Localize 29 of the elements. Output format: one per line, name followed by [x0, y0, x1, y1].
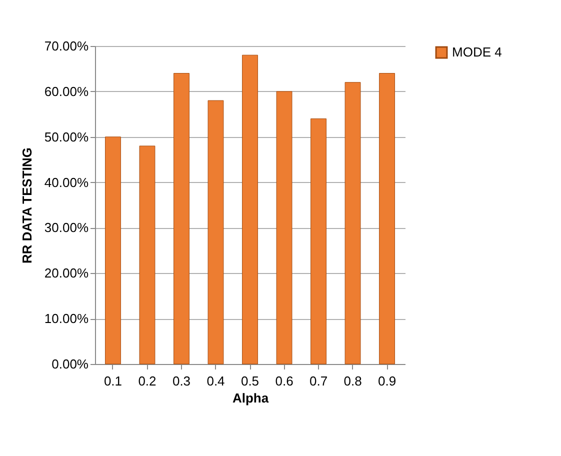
y-tick-label: 10.00%: [44, 311, 89, 326]
bar: [208, 100, 224, 364]
bar: [344, 82, 361, 364]
bar: [105, 136, 121, 364]
y-tick-label: 40.00%: [44, 174, 89, 190]
y-tick-label: 0.00%: [52, 356, 89, 372]
bar: [139, 146, 156, 364]
bar: [379, 73, 395, 364]
x-tick-label: 0.1: [104, 374, 122, 388]
x-tick-label: 0.6: [275, 374, 294, 388]
y-tick-label: 60.00%: [44, 84, 89, 99]
x-tick-label: 0.3: [172, 374, 191, 388]
y-axis-title: RR DATA TESTING: [19, 147, 34, 264]
legend-label: MODE 4: [452, 44, 502, 60]
x-tick-label: 0.8: [344, 374, 362, 388]
y-tick-label: 50.00%: [44, 129, 89, 144]
x-tick-label: 0.4: [206, 374, 225, 388]
bar: [174, 73, 190, 364]
x-tick-label: 0.7: [309, 374, 328, 388]
x-axis-title: Alpha: [232, 390, 270, 406]
x-tick-label: 0.2: [138, 374, 156, 388]
x-tick-label: 0.5: [240, 374, 260, 388]
y-tick-label: 70.00%: [44, 38, 89, 54]
bar: [310, 118, 326, 364]
bar: [242, 54, 258, 364]
y-tick-label: 20.00%: [44, 266, 89, 281]
x-tick-label: 0.9: [378, 374, 396, 388]
bar: [276, 91, 292, 364]
y-tick-label: 30.00%: [44, 220, 89, 236]
